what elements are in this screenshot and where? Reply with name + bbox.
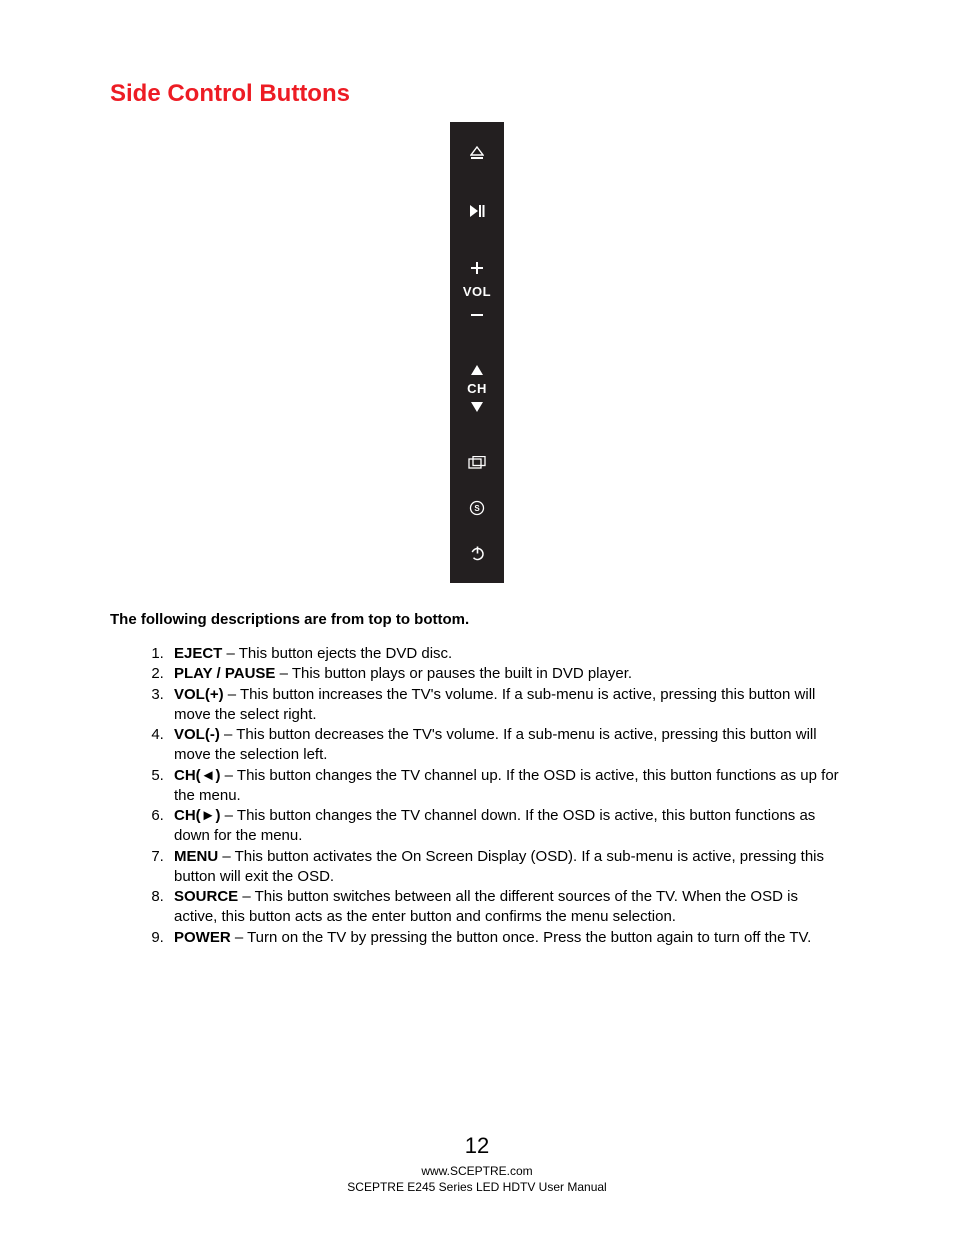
play-pause-icon: [450, 200, 504, 222]
item-label: EJECT: [174, 645, 222, 662]
plus-icon: [450, 258, 504, 278]
item-text: – This button activates the On Screen Di…: [174, 848, 824, 885]
list-item: VOL(-) – This button decreases the TV's …: [168, 725, 844, 766]
item-text: – This button changes the TV channel dow…: [174, 807, 815, 844]
source-icon: S: [450, 496, 504, 520]
list-item: PLAY / PAUSE – This button plays or paus…: [168, 664, 844, 684]
item-text: – This button plays or pauses the built …: [275, 665, 632, 682]
item-text: – This button switches between all the d…: [174, 888, 798, 925]
list-item: MENU – This button activates the On Scre…: [168, 847, 844, 888]
side-control-panel: VOL CH: [450, 122, 504, 583]
item-text: – This button ejects the DVD disc.: [222, 645, 452, 662]
intro-text: The following descriptions are from top …: [110, 611, 844, 628]
list-item: SOURCE – This button switches between al…: [168, 887, 844, 928]
item-text: – This button increases the TV's volume.…: [174, 686, 815, 723]
page-number: 12: [0, 1131, 954, 1161]
item-label: POWER: [174, 929, 231, 946]
menu-icon: [450, 452, 504, 474]
footer-url: www.SCEPTRE.com: [0, 1163, 954, 1179]
list-item: EJECT – This button ejects the DVD disc.: [168, 644, 844, 664]
list-item: VOL(+) – This button increases the TV's …: [168, 685, 844, 726]
item-label: MENU: [174, 848, 218, 865]
control-panel-figure: VOL CH: [110, 122, 844, 583]
list-item: POWER – Turn on the TV by pressing the b…: [168, 928, 844, 948]
item-label: PLAY / PAUSE: [174, 665, 275, 682]
description-list: EJECT – This button ejects the DVD disc.…: [110, 644, 844, 948]
footer-manual: SCEPTRE E245 Series LED HDTV User Manual: [0, 1179, 954, 1195]
item-text: – Turn on the TV by pressing the button …: [231, 929, 812, 946]
page-footer: 12 www.SCEPTRE.com SCEPTRE E245 Series L…: [0, 1131, 954, 1195]
item-label: VOL(+): [174, 686, 224, 703]
svg-text:S: S: [474, 504, 480, 513]
list-item: CH(◄) – This button changes the TV chann…: [168, 766, 844, 807]
ch-label: CH: [450, 381, 504, 396]
item-label: SOURCE: [174, 888, 238, 905]
item-text: – This button decreases the TV's volume.…: [174, 726, 817, 763]
section-title: Side Control Buttons: [110, 80, 844, 108]
item-label: CH(◄): [174, 767, 221, 784]
power-icon: [450, 542, 504, 565]
vol-label: VOL: [450, 284, 504, 299]
triangle-up-icon: [450, 361, 504, 379]
item-label: CH(►): [174, 807, 221, 824]
minus-icon: [450, 305, 504, 325]
eject-icon: [450, 142, 504, 164]
triangle-down-icon: [450, 398, 504, 416]
item-label: VOL(-): [174, 726, 220, 743]
list-item: CH(►) – This button changes the TV chann…: [168, 806, 844, 847]
item-text: – This button changes the TV channel up.…: [174, 767, 839, 804]
